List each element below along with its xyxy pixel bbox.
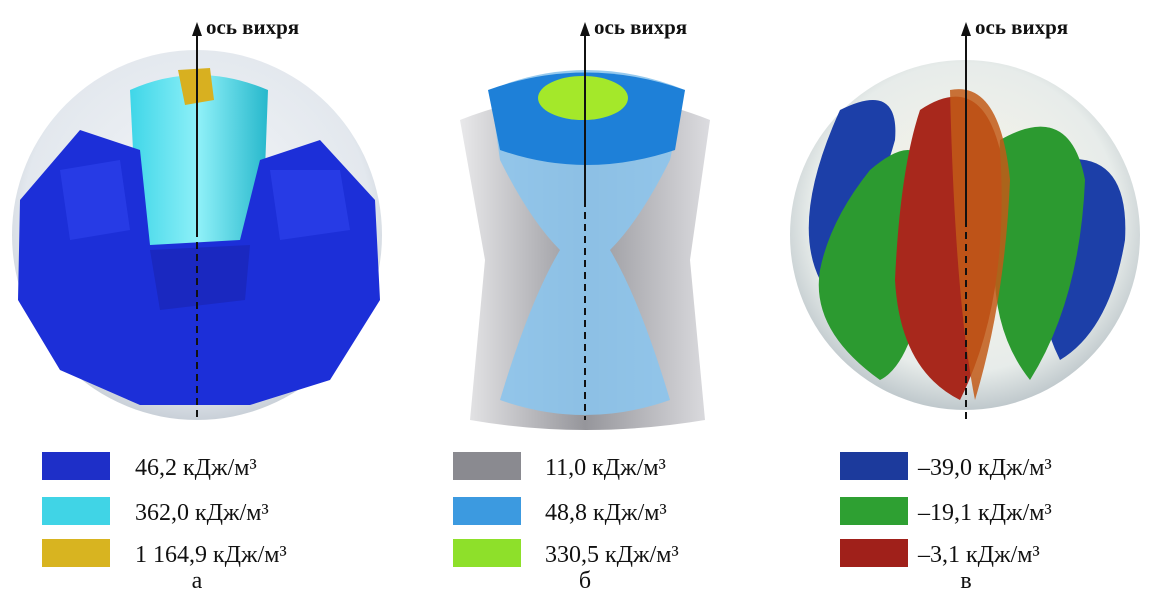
legend-label: –39,0 кДж/м³ — [917, 455, 1052, 481]
legend-label: –19,1 кДж/м³ — [917, 500, 1052, 526]
panel-b-image — [460, 70, 710, 430]
legend-label: 46,2 кДж/м³ — [135, 455, 257, 481]
legend-label: 330,5 кДж/м³ — [545, 542, 679, 568]
panel-caption: в — [960, 568, 971, 594]
panel-caption: а — [192, 568, 203, 594]
legend-label: 48,8 кДж/м³ — [545, 500, 667, 526]
axis-label: ось вихря — [975, 15, 1068, 39]
panel-caption: б — [579, 568, 591, 594]
axis-label: ось вихря — [206, 15, 299, 39]
legend-swatches — [42, 452, 908, 567]
legend-label: 362,0 кДж/м³ — [135, 500, 269, 526]
vortex-axes — [192, 22, 971, 420]
legend-label: –3,1 кДж/м³ — [917, 542, 1040, 568]
legend-label: 11,0 кДж/м³ — [545, 455, 666, 481]
axis-label: ось вихря — [594, 15, 687, 39]
legend-label: 1 164,9 кДж/м³ — [135, 542, 287, 568]
